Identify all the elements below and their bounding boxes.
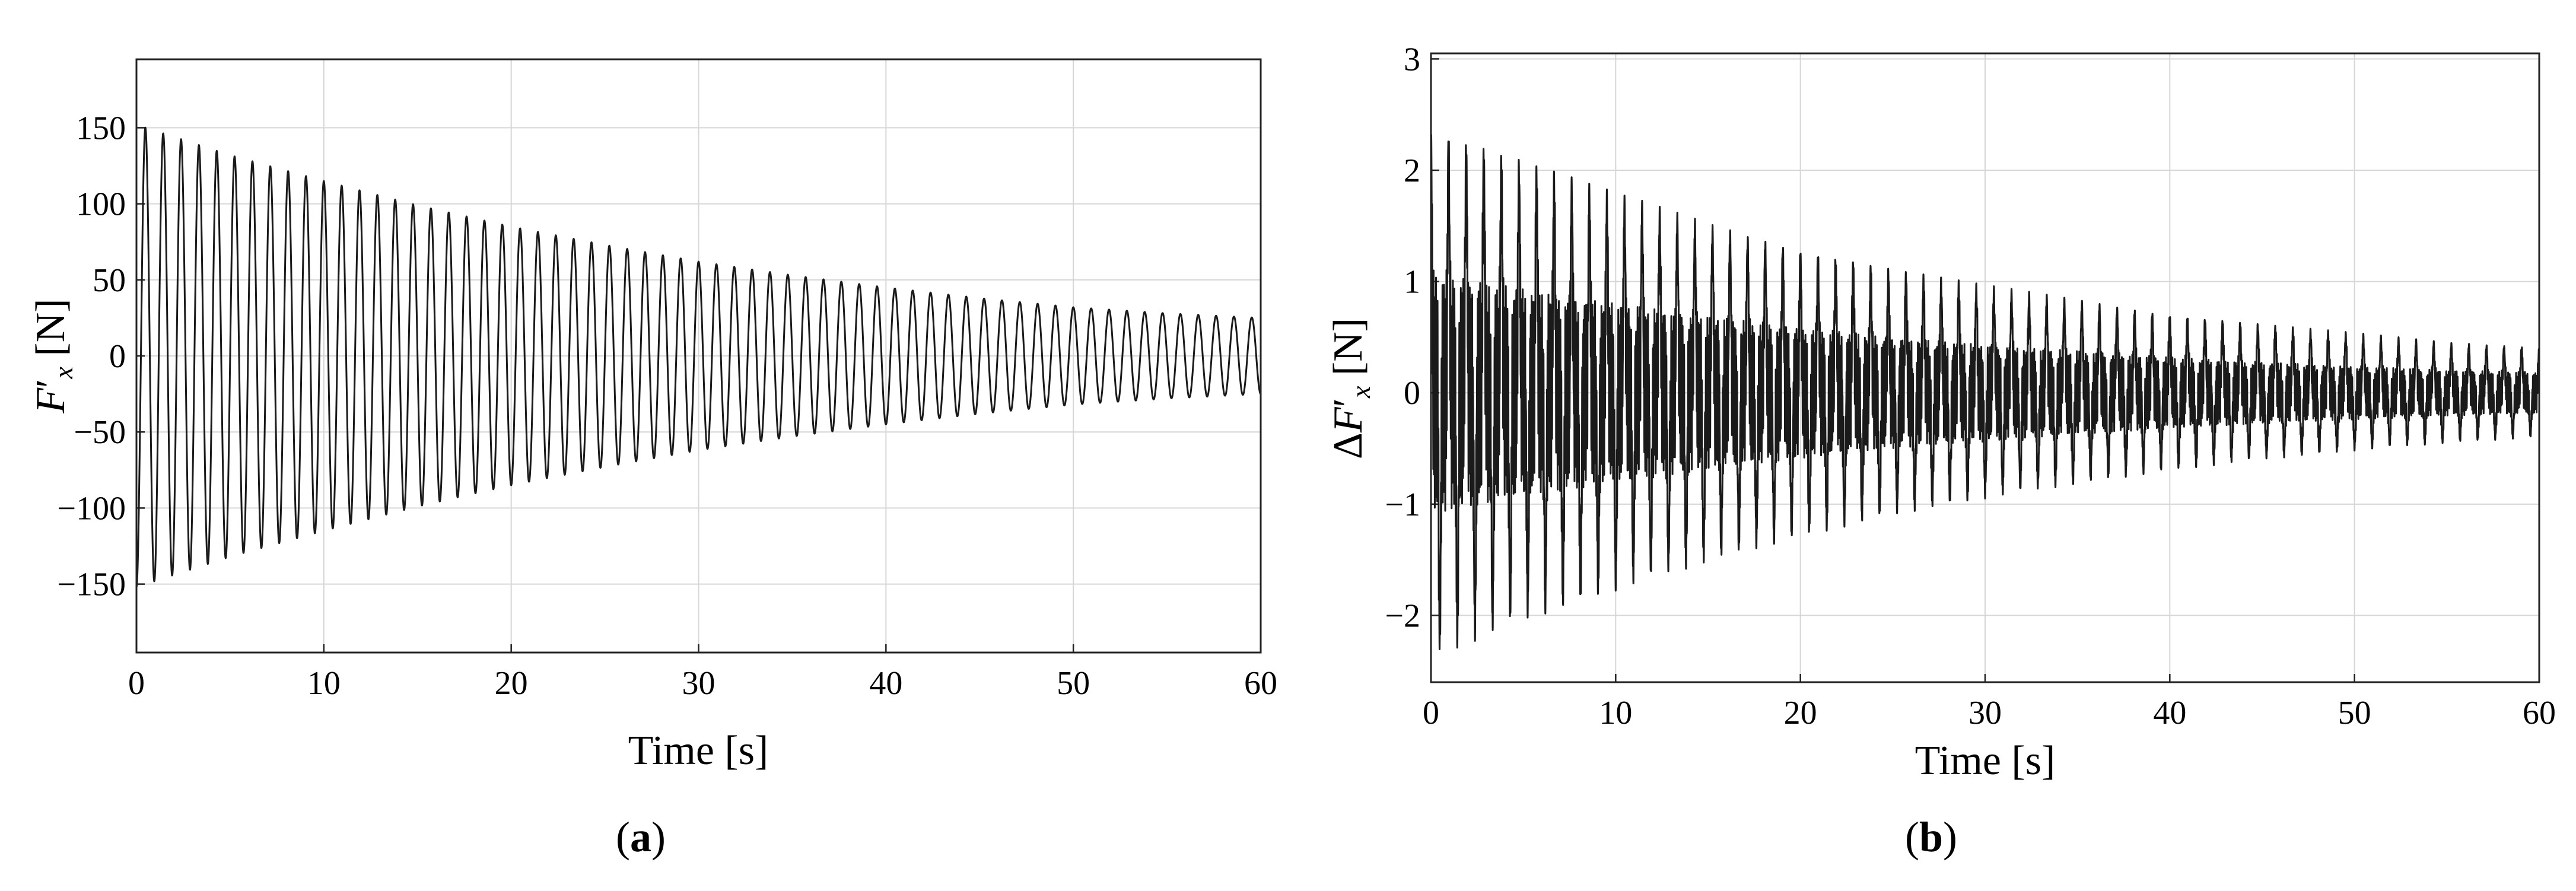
- signal-fill-b: [1430, 133, 2540, 651]
- x-tick-label: 10: [307, 665, 341, 702]
- y-tick-label: 100: [76, 186, 126, 223]
- plot-frame-b: [1430, 52, 2540, 683]
- y-tick-label: 3: [1404, 41, 1420, 78]
- x-tick-label: 40: [869, 665, 902, 702]
- y-tick-label: 2: [1404, 152, 1420, 189]
- panel-caption-b: (b): [1905, 813, 1957, 861]
- tick-labels-a: 0 10 20 30 40 50 60 −150 −100 −50 0 50 100 150: [57, 110, 1277, 702]
- y-tick-label: −2: [1385, 597, 1420, 634]
- y-tick-label: 50: [93, 262, 126, 299]
- x-tick-label: 0: [1423, 695, 1439, 731]
- x-tick-label: 20: [1784, 695, 1817, 731]
- grid-a: [135, 59, 1262, 653]
- chart-panel-a: 0 10 20 30 40 50 60 −150 −100 −50 0 50 100 150 Time […: [28, 58, 1277, 861]
- x-tick-label: 50: [2338, 695, 2371, 731]
- x-axis-label-b: Time [s]: [1915, 738, 2056, 784]
- x-tick-label: 40: [2153, 695, 2186, 731]
- y-tick-label: −100: [57, 490, 126, 527]
- x-tick-label: 30: [682, 665, 715, 702]
- x-tick-label: 60: [1244, 665, 1277, 702]
- y-tick-label: −50: [74, 414, 126, 451]
- panel-caption-a: (a): [616, 813, 666, 861]
- plot-frame-a: [135, 58, 1262, 654]
- y-tick-label: 0: [109, 338, 126, 375]
- tick-labels-b: 0 10 20 30 40 50 60 −2 −1 0 1 2 3: [1385, 41, 2556, 731]
- x-tick-label: 50: [1057, 665, 1090, 702]
- x-tick-label: 20: [495, 665, 528, 702]
- y-tick-label: 1: [1404, 264, 1420, 301]
- y-axis-label-a: F′x [N]: [28, 298, 78, 413]
- y-tick-label: 0: [1404, 375, 1420, 412]
- y-tick-label: 150: [76, 110, 126, 147]
- y-axis-label-b: ΔF′x [N]: [1325, 318, 1376, 459]
- signal-line-a: [135, 126, 1262, 588]
- x-tick-label: 30: [1968, 695, 2002, 731]
- x-tick-label: 0: [128, 665, 145, 702]
- x-tick-label: 10: [1599, 695, 1632, 731]
- x-tick-label: 60: [2523, 695, 2556, 731]
- y-tick-label: −1: [1385, 486, 1420, 523]
- y-tick-label: −150: [57, 567, 126, 603]
- x-axis-label-a: Time [s]: [628, 728, 769, 774]
